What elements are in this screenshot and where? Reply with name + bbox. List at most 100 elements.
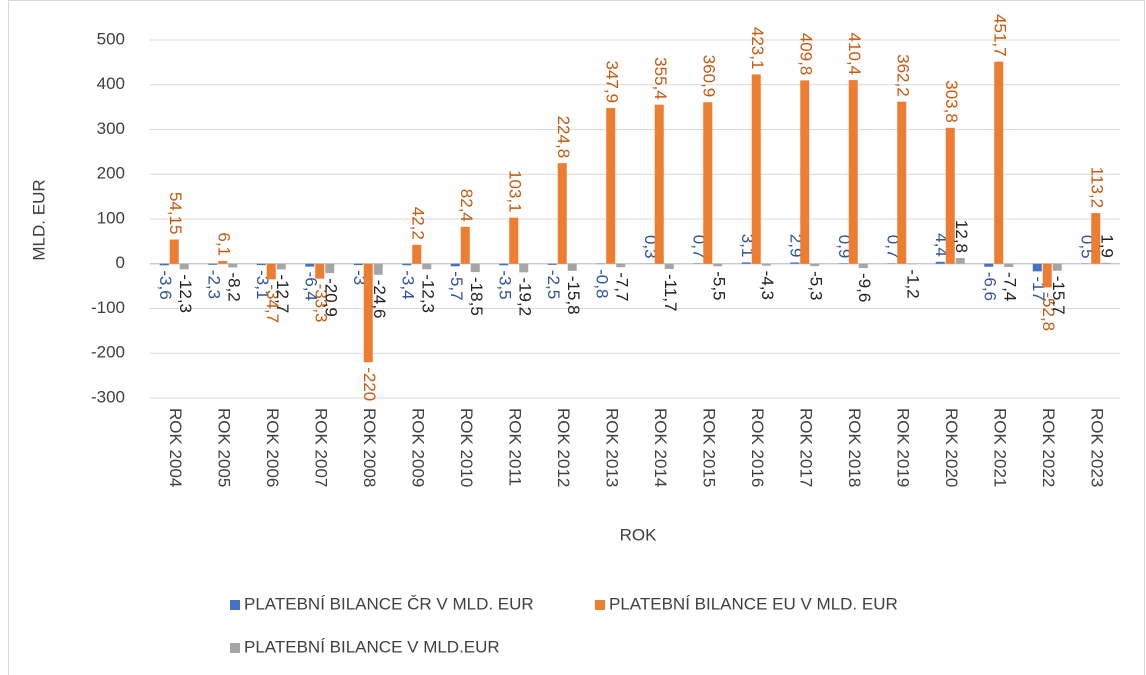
x-tick-label: ROK 2018 [845,408,864,487]
bar [519,263,529,273]
data-label: 54,15 [166,192,185,235]
data-label: 423,1 [748,27,767,70]
x-tick-label: ROK 2005 [214,408,233,487]
data-label: -11,7 [661,274,680,312]
x-tick-label: ROK 2013 [602,408,621,487]
data-label: 82,4 [457,189,476,222]
data-label: -20,9 [321,278,340,317]
bar [1042,263,1052,288]
data-label: -3,5 [495,270,514,299]
bar [1004,263,1014,268]
x-tick-label: ROK 2021 [990,408,1009,487]
data-label: -15,7 [1049,276,1068,315]
bar [169,239,179,264]
bar [858,263,868,269]
data-label: 6,1 [214,232,233,256]
bar [751,74,761,264]
data-label: 362,2 [893,54,912,97]
data-label: -0,8 [592,269,611,298]
bar [450,263,460,267]
bar [412,244,422,264]
data-label: -18,5 [467,277,486,316]
y-tick-label: -100 [91,298,125,317]
data-label: -19,2 [515,277,534,316]
data-label: -12,3 [176,274,195,313]
data-label: -7,7 [612,272,631,301]
bar [179,263,189,270]
bar [654,104,664,264]
bar [567,263,577,271]
data-label: 409,8 [796,33,815,76]
x-tick-label: ROK 2023 [1087,408,1106,487]
x-axis-title: ROK [620,525,658,544]
legend-swatch [230,600,240,610]
bar [218,261,228,264]
x-tick-label: ROK 2016 [748,408,767,487]
bar [897,101,907,264]
y-tick-label: 300 [97,119,125,138]
y-tick-label: 400 [97,74,125,93]
bar [557,163,567,264]
x-tick-label: ROK 2014 [651,408,670,487]
data-label: -7,4 [1000,272,1019,301]
bar [790,262,800,264]
data-label: 347,9 [602,61,621,104]
data-label: -1,2 [903,269,922,298]
bar [935,261,945,264]
y-tick-label: 200 [97,164,125,183]
x-tick-label: ROK 2008 [360,408,379,487]
y-tick-label: -300 [91,387,125,406]
bar [945,127,955,264]
data-label: 224,8 [554,116,573,159]
bar [713,263,723,267]
x-tick-label: ROK 2019 [893,408,912,487]
bar [499,263,509,266]
data-label: -3,6 [156,270,175,299]
bar [305,263,315,267]
x-tick-label: ROK 2004 [166,408,185,487]
y-axis-title: MLD. EUR [29,179,48,260]
bar [228,263,238,268]
bar [703,102,713,264]
data-label: 360,9 [699,55,718,98]
bar [256,263,266,266]
y-tick-label: -200 [91,343,125,362]
data-label: -2,5 [544,270,563,299]
y-tick-label: 500 [97,29,125,48]
bar [606,108,616,264]
data-label: 355,4 [651,57,670,100]
data-label: 42,2 [408,207,427,240]
data-label: 410,4 [845,33,864,76]
data-label: -5,3 [806,271,825,300]
data-label: 451,7 [990,14,1009,57]
data-label: -8,2 [224,272,243,301]
data-label: 1,9 [1097,234,1116,258]
bar [353,263,363,266]
bar [315,263,325,279]
data-label: -52,8 [1039,292,1058,331]
data-label: 103,1 [505,170,524,213]
legend-label: PLATEBNÍ BILANCE V MLD.EUR [244,637,500,656]
x-tick-label: ROK 2017 [796,408,815,487]
chart-frame [8,0,1145,675]
bar [1032,263,1042,272]
data-label: 12,8 [952,220,971,253]
y-tick-label: 100 [97,208,125,227]
x-tick-label: ROK 2020 [942,408,961,487]
x-tick-label: ROK 2015 [699,408,718,487]
x-tick-label: ROK 2006 [263,408,282,487]
bar [664,263,674,269]
data-label: -5,5 [709,271,728,300]
bar [810,263,820,267]
bar [470,263,480,273]
y-tick-label: 0 [116,253,125,272]
bar [402,263,412,266]
data-label: -6,4 [301,272,320,301]
data-label: 303,8 [942,80,961,123]
data-label: 113,2 [1087,167,1106,208]
data-label: -2,3 [204,270,223,299]
x-tick-label: ROK 2012 [554,408,573,487]
x-tick-label: ROK 2009 [408,408,427,487]
data-label: -3,4 [398,270,417,299]
bar [800,80,810,264]
